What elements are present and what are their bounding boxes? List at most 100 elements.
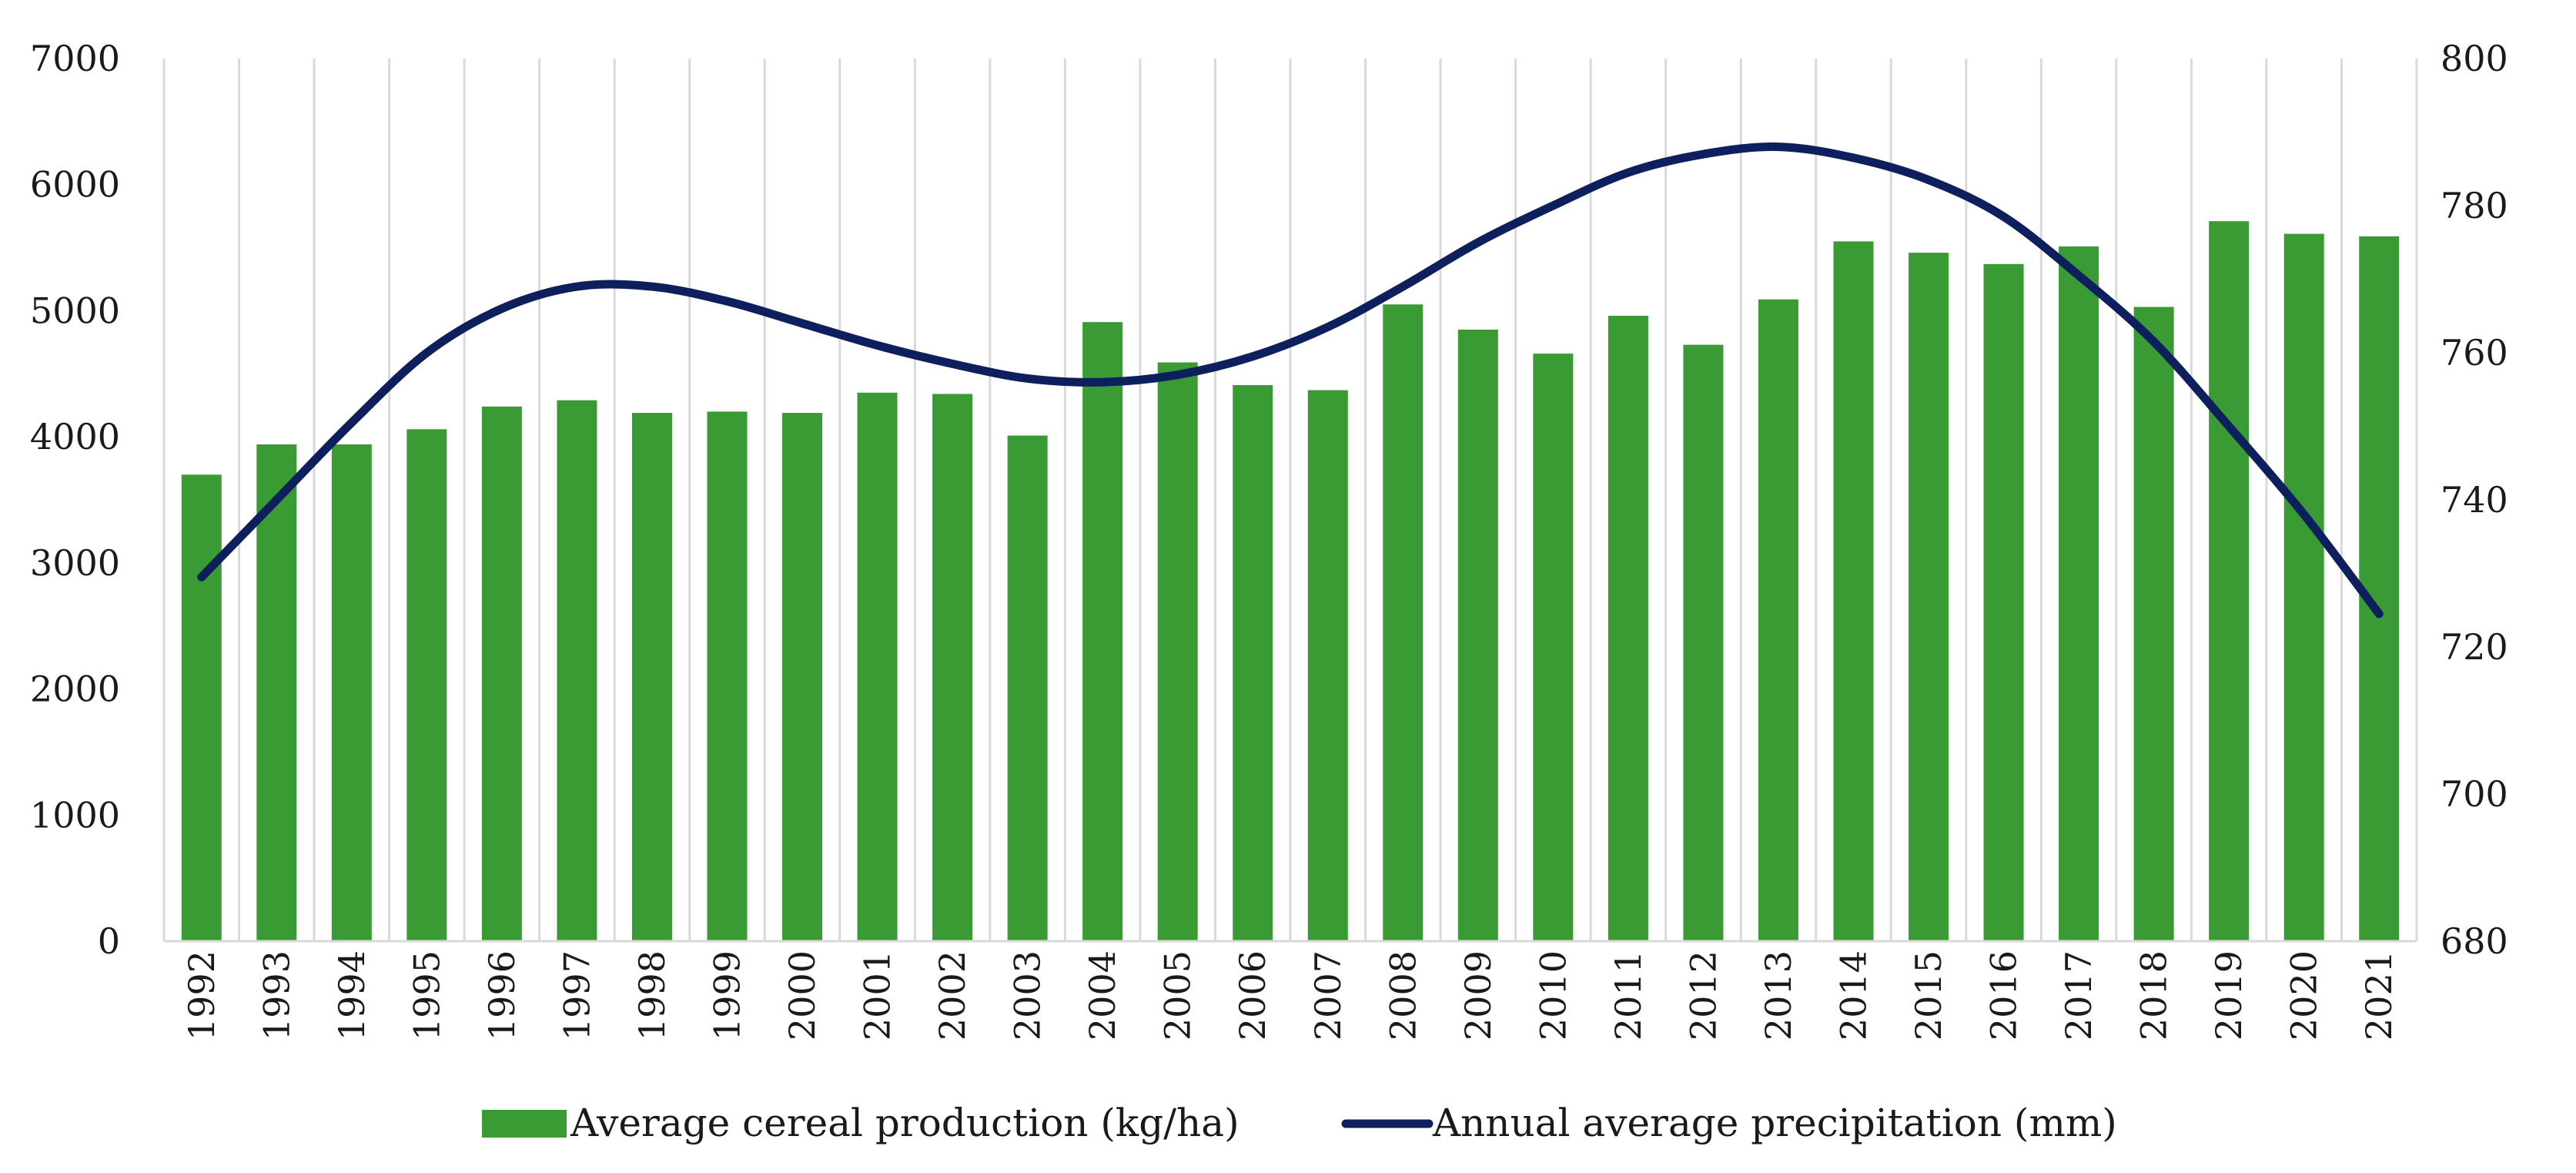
- y-right-tick-label: 700: [2441, 773, 2508, 815]
- x-tick-label-2017: 2017: [2058, 950, 2099, 1041]
- y-right-tick-label: 780: [2441, 185, 2508, 226]
- x-tick-label-2016: 2016: [1983, 950, 2025, 1041]
- y-left-tick-label: 2000: [30, 669, 120, 710]
- precipitation-point-2016: [2003, 216, 2005, 217]
- x-tick-label-2014: 2014: [1833, 950, 1875, 1041]
- legend-label-line: Annual average precipitation (mm): [1432, 1101, 2117, 1145]
- grid-lines: [162, 59, 2418, 941]
- bar-2001: [857, 392, 898, 941]
- precipitation-point-2001: [877, 344, 878, 346]
- bar-2018: [2133, 307, 2174, 941]
- y-left-tick-label: 3000: [30, 542, 120, 584]
- precipitation-point-1993: [276, 499, 277, 501]
- bar-1992: [181, 474, 222, 941]
- y-left-tick-label: 6000: [30, 164, 120, 206]
- x-tick-label-2000: 2000: [781, 950, 823, 1041]
- x-tick-label-1994: 1994: [331, 950, 373, 1041]
- legend-swatch-bar: [482, 1110, 567, 1138]
- bar-1996: [481, 406, 522, 941]
- bar-2010: [1533, 354, 1574, 941]
- bar-2006: [1233, 385, 1273, 941]
- precipitation-point-2014: [1853, 157, 1854, 159]
- precipitation-point-1994: [351, 422, 353, 424]
- bar-series-cereal-production: [181, 221, 2400, 942]
- bar-1995: [406, 429, 447, 941]
- x-tick-label-1995: 1995: [406, 950, 447, 1041]
- bar-2000: [782, 413, 823, 941]
- x-tick-label-2021: 2021: [2358, 950, 2400, 1041]
- x-tick-label-2018: 2018: [2133, 950, 2175, 1041]
- x-tick-label-1996: 1996: [481, 950, 523, 1041]
- bar-2013: [1758, 299, 1798, 941]
- legend: Average cereal production (kg/ha) Annual…: [482, 1101, 2117, 1145]
- precipitation-point-1996: [501, 308, 503, 310]
- bar-2014: [1833, 241, 1874, 941]
- y-left-tick-label: 5000: [30, 290, 120, 331]
- precipitation-point-2012: [1702, 153, 1704, 155]
- x-tick-label-2011: 2011: [1607, 950, 1649, 1041]
- y-left-tick-label: 0: [98, 920, 120, 962]
- x-tick-label-2001: 2001: [857, 950, 898, 1041]
- bar-2008: [1383, 304, 1423, 941]
- bar-2005: [1157, 362, 1198, 942]
- precipitation-point-2003: [1027, 377, 1029, 379]
- bar-2011: [1607, 315, 1648, 941]
- x-tick-label-2003: 2003: [1007, 950, 1049, 1041]
- y-left-tick-label: 7000: [30, 38, 120, 79]
- bar-2021: [2359, 236, 2400, 941]
- bar-2004: [1082, 322, 1123, 942]
- bar-2003: [1007, 435, 1048, 941]
- x-tick-label-2008: 2008: [1382, 950, 1423, 1041]
- y-right-tick-label: 680: [2441, 920, 2508, 962]
- bar-1998: [631, 413, 672, 941]
- bar-2016: [1983, 263, 2024, 942]
- x-tick-label-2009: 2009: [1457, 950, 1499, 1041]
- y-right-tick-label: 740: [2441, 479, 2508, 521]
- axes: 0 1000 2000 3000 4000 5000 6000 7000 680 700 720 74…: [30, 38, 2508, 1041]
- y-right-tick-label: 720: [2441, 626, 2508, 668]
- bar-1997: [557, 400, 597, 941]
- bar-2007: [1307, 390, 1348, 941]
- x-tick-label-2002: 2002: [932, 950, 973, 1041]
- bar-1994: [331, 444, 372, 941]
- x-tick-label-2015: 2015: [1908, 950, 1949, 1041]
- precipitation-point-2009: [1477, 242, 1479, 243]
- x-tick-label-2007: 2007: [1307, 950, 1349, 1041]
- bar-1999: [707, 411, 748, 941]
- bar-2015: [1909, 253, 1949, 941]
- bar-2002: [932, 394, 973, 942]
- x-tick-label-2020: 2020: [2283, 950, 2325, 1041]
- precipitation-point-2018: [2153, 341, 2155, 343]
- y-right-tick-label: 800: [2441, 38, 2508, 79]
- line-series-precipitation: [197, 142, 2384, 618]
- precipitation-point-1999: [727, 300, 728, 302]
- bar-1993: [256, 444, 297, 941]
- x-tick-label-2019: 2019: [2208, 950, 2250, 1041]
- x-tick-label-1992: 1992: [181, 950, 222, 1041]
- bar-2019: [2209, 221, 2250, 942]
- y-right-tick-label: 760: [2441, 332, 2508, 374]
- precipitation-point-2004: [1102, 381, 1103, 383]
- precipitation-point-2021: [2378, 613, 2380, 615]
- x-tick-label-2005: 2005: [1157, 950, 1199, 1041]
- x-tick-label-1999: 1999: [707, 950, 748, 1041]
- precipitation-line: [197, 142, 2384, 618]
- bar-2012: [1683, 344, 1724, 941]
- x-tick-label-1998: 1998: [631, 950, 673, 1041]
- precipitation-point-1992: [201, 576, 202, 578]
- x-tick-label-2013: 2013: [1758, 950, 1799, 1041]
- bar-2009: [1457, 329, 1498, 941]
- x-tick-label-2012: 2012: [1682, 950, 1724, 1041]
- y-left-tick-label: 4000: [30, 416, 120, 457]
- legend-label-bar: Average cereal production (kg/ha): [570, 1101, 1239, 1145]
- x-tick-label-1993: 1993: [256, 950, 297, 1041]
- x-tick-label-2006: 2006: [1232, 950, 1273, 1041]
- x-tick-label-2004: 2004: [1082, 950, 1123, 1041]
- bar-2020: [2283, 233, 2324, 941]
- bar-2017: [2059, 246, 2099, 941]
- x-tick-label-1997: 1997: [556, 950, 597, 1041]
- x-tick-label-2010: 2010: [1532, 950, 1574, 1041]
- precipitation-point-2005: [1177, 374, 1179, 376]
